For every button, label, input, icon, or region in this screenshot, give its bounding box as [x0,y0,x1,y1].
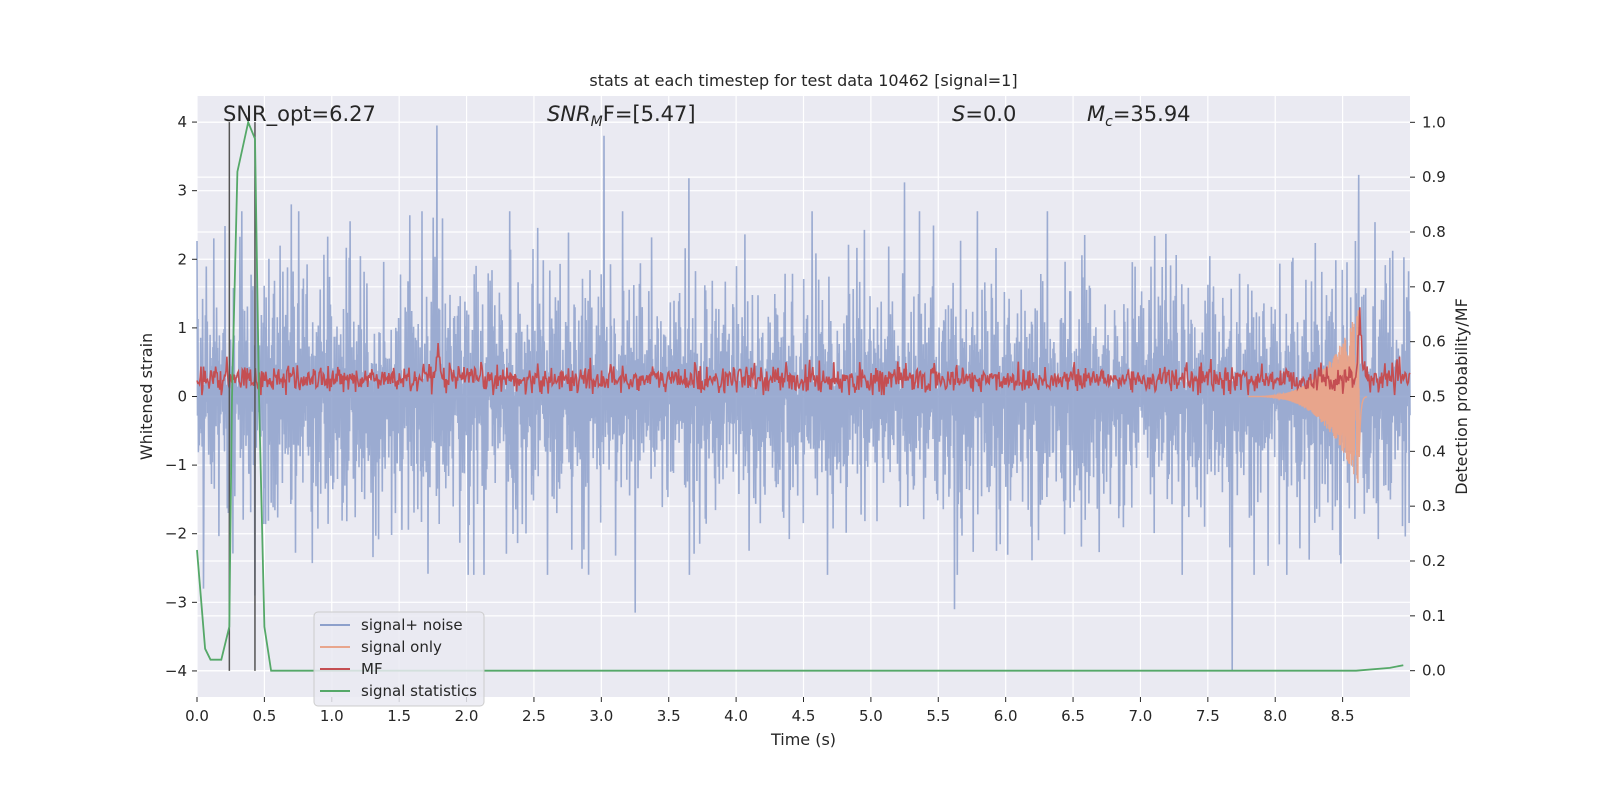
legend-entry-label: signal statistics [361,682,477,700]
annotation-snr-mf: SNRMF=[5.47] [547,102,696,130]
x-tick-label: 2.5 [522,707,546,725]
x-tick-label: 1.0 [320,707,344,725]
y-tick-label: 1 [177,319,187,337]
legend-box [313,611,485,707]
x-tick-label: 7.0 [1129,707,1153,725]
signal-statistics-line [196,119,1404,672]
y-tick-label: 2 [177,250,187,268]
x-tick-label: 1.5 [387,707,411,725]
y2-tick-label: 0.8 [1422,223,1446,241]
y-tick-label: 0 [177,388,187,406]
y-tick-label: 4 [177,113,187,131]
x-tick-label: 0.5 [252,707,276,725]
annotation-mc-value: Mc=35.94 [1087,102,1191,130]
x-tick-label: 3.0 [589,707,613,725]
y2-tick-label: 0.3 [1422,497,1446,515]
signal-noise-line [196,125,1411,671]
y2-tick-label: 0.7 [1422,278,1446,296]
series-signal-statistics [196,119,1404,672]
legend: signal+ noise signal only MF signal statist… [313,611,485,707]
x-tick-label: 8.5 [1331,707,1355,725]
x-tick-label: 6.5 [1061,707,1085,725]
y-tick-label: −4 [165,662,187,680]
y2-tick-label: 0.2 [1422,552,1446,570]
y2-tick-label: 0.5 [1422,388,1446,406]
x-tick-label: 6.0 [994,707,1018,725]
x-tick-label: 3.5 [657,707,681,725]
legend-entry-label: MF [361,660,383,678]
axes: 0.0 0.5 1.0 1.5 2.0 2.5 3.0 3.5 4.0 4.5 5.0 5.5 6.0 6… [165,113,1446,725]
x-tick-label: 7.5 [1196,707,1220,725]
x-tick-label: 4.5 [792,707,816,725]
y2-tick-label: 0.9 [1422,168,1446,186]
y2-tick-label: 0.0 [1422,662,1446,680]
y2-tick-label: 0.6 [1422,333,1446,351]
x-tick-label: 8.0 [1263,707,1287,725]
y2-tick-label: 0.1 [1422,607,1446,625]
y2-tick-label: 0.4 [1422,442,1446,460]
x-tick-label: 5.0 [859,707,883,725]
x-tick-label: 2.0 [455,707,479,725]
y-axis-label: Whitened strain [137,333,156,460]
x-tick-label: 0.0 [185,707,209,725]
y-tick-label: −1 [165,456,187,474]
y-tick-label: −3 [165,593,187,611]
chart-title: stats at each timestep for test data 104… [589,71,1017,90]
y-tick-label: −2 [165,525,187,543]
x-tick-label: 4.0 [724,707,748,725]
x-axis-label: Time (s) [770,730,836,749]
annotation-s-value: S=0.0 [952,102,1016,126]
annotations: SNR_opt=6.27 SNRMF=[5.47] S=0.0 Mc=35.94 [223,102,1191,130]
x-tick-label: 5.5 [926,707,950,725]
y-tick-label: 3 [177,182,187,200]
series-mf [196,307,1411,396]
series-signal-noise [196,125,1411,671]
y2-axis-label: Detection probability/MF [1452,298,1471,495]
legend-entry-label: signal+ noise [361,616,463,634]
mf-line [196,307,1411,396]
legend-entry-label: signal only [361,638,442,656]
y2-tick-label: 1.0 [1422,113,1446,131]
annotation-snr-opt: SNR_opt=6.27 [223,102,376,127]
